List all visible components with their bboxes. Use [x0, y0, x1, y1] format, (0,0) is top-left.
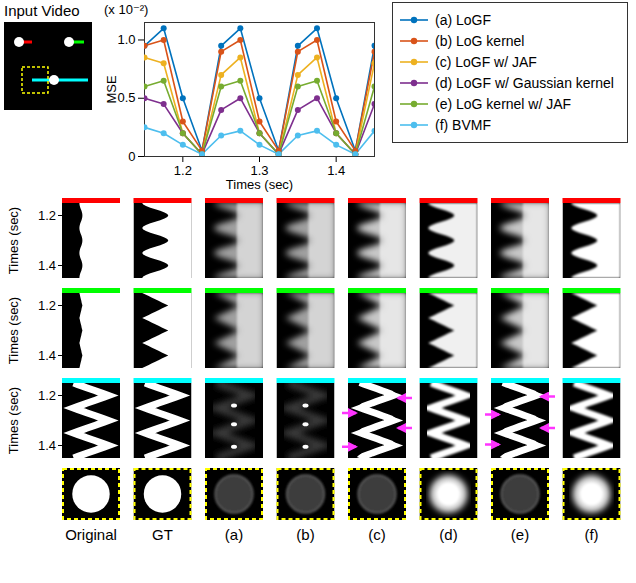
svg-text:(d): (d) [439, 526, 457, 543]
svg-text:1.2: 1.2 [38, 298, 56, 313]
svg-text:(f): (f) [584, 526, 598, 543]
svg-text:Times (sec): Times (sec) [226, 177, 293, 192]
svg-text:1.4: 1.4 [327, 163, 345, 178]
svg-text:(c): (c) [368, 526, 386, 543]
svg-text:1.2: 1.2 [174, 163, 192, 178]
svg-text:0.5: 0.5 [117, 90, 135, 105]
svg-text:1.4: 1.4 [38, 348, 56, 363]
html-text:(c) LoGF w/ JAF: (c) LoGF w/ JAF [435, 54, 537, 70]
svg-text:Times (sec): Times (sec) [6, 387, 21, 454]
svg-text:Times (sec): Times (sec) [6, 297, 21, 364]
svg-text:GT: GT [152, 526, 173, 543]
svg-text:(e): (e) [511, 526, 529, 543]
html-text:(x 10⁻²): (x 10⁻²) [104, 2, 149, 17]
svg-text:Original: Original [65, 526, 117, 543]
svg-text:1.4: 1.4 [38, 258, 56, 273]
svg-text:Times (sec): Times (sec) [6, 207, 21, 274]
svg-text:0: 0 [128, 149, 135, 164]
svg-text:(a): (a) [225, 526, 243, 543]
html-text:(e) LoG kernel w/ JAF: (e) LoG kernel w/ JAF [435, 96, 572, 112]
html-text:(f) BVMF: (f) BVMF [435, 117, 491, 133]
html-text:(a) LoGF: (a) LoGF [435, 12, 491, 28]
html-text:Input Video: Input Video [4, 2, 80, 19]
svg-text:1.2: 1.2 [38, 208, 56, 223]
svg-text:MSE: MSE [104, 75, 119, 104]
svg-text:1.4: 1.4 [38, 438, 56, 453]
html-text:(d) LoGF w/ Gaussian kernel: (d) LoGF w/ Gaussian kernel [435, 75, 614, 91]
svg-text:1.2: 1.2 [38, 388, 56, 403]
html-text:(b) LoG kernel: (b) LoG kernel [435, 33, 525, 49]
svg-text:1.3: 1.3 [250, 163, 268, 178]
svg-text:(b): (b) [296, 526, 314, 543]
svg-text:1.0: 1.0 [117, 32, 135, 47]
